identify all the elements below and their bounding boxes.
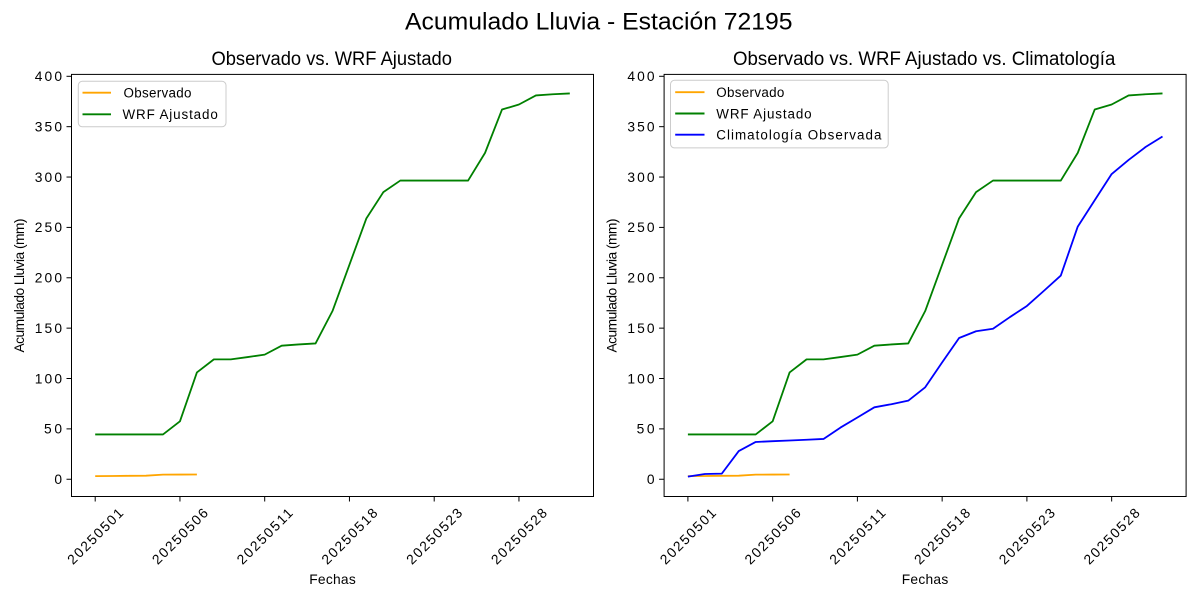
svg-text:250: 250 [35,220,63,235]
svg-text:Observado: Observado [716,85,784,100]
svg-text:Acumulado Lluvia - Estación 72: Acumulado Lluvia - Estación 72195 [405,9,793,36]
svg-text:150: 150 [35,321,63,336]
svg-text:0: 0 [647,472,655,487]
svg-text:300: 300 [627,170,655,185]
svg-text:300: 300 [35,170,63,185]
svg-text:Fechas: Fechas [309,572,356,587]
svg-text:100: 100 [627,371,655,386]
svg-text:Climatología Observada: Climatología Observada [716,128,882,143]
svg-text:WRF Ajustado: WRF Ajustado [123,107,218,122]
svg-text:WRF Ajustado: WRF Ajustado [716,106,811,121]
svg-text:Fechas: Fechas [902,572,949,587]
svg-text:Acumulado Lluvia (mm): Acumulado Lluvia (mm) [12,219,27,353]
svg-text:200: 200 [35,271,63,286]
svg-text:200: 200 [627,271,655,286]
svg-text:0: 0 [54,472,62,487]
svg-text:350: 350 [35,119,63,134]
svg-text:100: 100 [35,371,63,386]
svg-text:Observado vs. WRF Ajustado vs.: Observado vs. WRF Ajustado vs. Climatolo… [733,49,1116,70]
svg-text:250: 250 [627,220,655,235]
svg-text:Observado vs. WRF Ajustado: Observado vs. WRF Ajustado [211,49,452,70]
svg-text:150: 150 [627,321,655,336]
svg-text:400: 400 [627,69,655,84]
svg-text:400: 400 [35,69,63,84]
svg-text:350: 350 [627,119,655,134]
svg-text:Acumulado Lluvia (mm): Acumulado Lluvia (mm) [605,219,620,353]
svg-text:Observado: Observado [124,86,192,101]
